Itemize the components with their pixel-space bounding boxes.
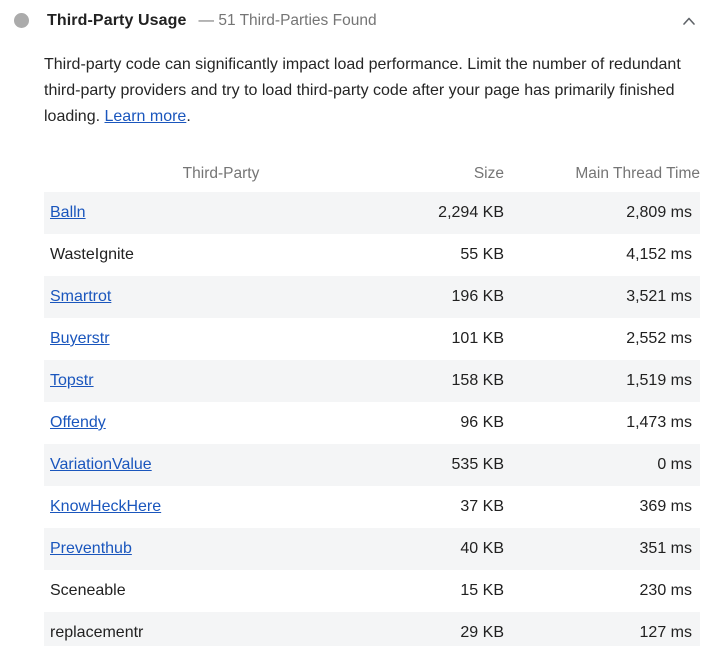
third-party-name: Sceneable [50,582,126,599]
chevron-up-icon[interactable] [682,16,696,26]
third-party-name: replacementr [50,624,144,641]
third-party-table-body: Balln 2,294 KB 2,809 ms WasteIgnite 55 KB 4,1… [44,192,700,646]
main-thread-time-cell: 1,519 ms [626,372,692,389]
main-thread-time-cell: 2,809 ms [626,204,692,221]
size-cell: 158 KB [451,372,504,389]
size-cell: 29 KB [460,624,504,641]
size-cell: 96 KB [460,414,504,431]
third-party-link[interactable]: KnowHeckHere [50,498,162,515]
table-row: WasteIgnite 55 KB 4,152 ms [44,234,700,276]
table-row: Balln 2,294 KB 2,809 ms [44,192,700,234]
audit-subtitle: — 51 Third-Parties Found [198,11,377,29]
main-thread-time-cell: 127 ms [639,624,692,641]
table-row: Offendy 96 KB 1,473 ms [44,402,700,444]
size-cell: 101 KB [451,330,504,347]
column-header-size: Size [473,165,504,182]
third-party-table: Third-Party Size Main Thread Time Balln 2… [44,156,700,646]
table-row: replacementr 29 KB 127 ms [44,612,700,646]
third-party-cell: Offendy [44,402,398,444]
third-party-cell: Preventhub [44,528,398,570]
third-party-link[interactable]: VariationValue [50,456,152,473]
table-row: Buyerstr 101 KB 2,552 ms [44,318,700,360]
main-thread-time-cell: 0 ms [657,456,692,473]
size-cell: 37 KB [460,498,504,515]
neutral-score-dot-icon [14,13,29,28]
main-thread-time-cell: 230 ms [639,582,692,599]
size-cell: 15 KB [460,582,504,599]
third-party-cell: KnowHeckHere [44,486,398,528]
size-cell: 55 KB [460,246,504,263]
main-thread-time-cell: 2,552 ms [626,330,692,347]
table-row: Topstr 158 KB 1,519 ms [44,360,700,402]
audit-header[interactable]: Third-Party Usage — 51 Third-Parties Fou… [0,0,728,32]
table-header-row: Third-Party Size Main Thread Time [44,156,700,192]
table-row: VariationValue 535 KB 0 ms [44,444,700,486]
main-thread-time-cell: 351 ms [639,540,692,557]
size-cell: 2,294 KB [438,204,504,221]
table-row: Smartrot 196 KB 3,521 ms [44,276,700,318]
main-thread-time-cell: 1,473 ms [626,414,692,431]
third-party-link[interactable]: Offendy [50,414,106,431]
main-thread-time-cell: 369 ms [639,498,692,515]
third-party-cell: Buyerstr [44,318,398,360]
audit-title: Third-Party Usage [47,11,187,29]
third-party-cell: Balln [44,192,398,234]
table-row: Preventhub 40 KB 351 ms [44,528,700,570]
column-header-third-party: Third-Party [182,165,260,182]
third-party-link[interactable]: Topstr [50,372,94,389]
third-party-link[interactable]: Preventhub [50,540,132,557]
table-row: Sceneable 15 KB 230 ms [44,570,700,612]
third-party-name: WasteIgnite [50,246,134,263]
third-party-cell: Sceneable [44,570,398,612]
third-party-link[interactable]: Smartrot [50,288,112,305]
third-party-cell: replacementr [44,612,398,646]
main-thread-time-cell: 4,152 ms [626,246,692,263]
third-party-link[interactable]: Buyerstr [50,330,110,347]
column-header-main-thread-time: Main Thread Time [575,165,700,182]
table-row: KnowHeckHere 37 KB 369 ms [44,486,700,528]
learn-more-link[interactable]: Learn more [104,108,187,125]
description-period: . [186,108,191,125]
size-cell: 535 KB [451,456,504,473]
description-text: Third-party code can significantly impac… [44,56,681,125]
audit-description: Third-party code can significantly impac… [44,52,690,130]
size-cell: 196 KB [451,288,504,305]
third-party-cell: Smartrot [44,276,398,318]
main-thread-time-cell: 3,521 ms [626,288,692,305]
third-party-cell: VariationValue [44,444,398,486]
third-party-cell: WasteIgnite [44,234,398,276]
third-party-cell: Topstr [44,360,398,402]
size-cell: 40 KB [460,540,504,557]
third-party-link[interactable]: Balln [50,204,86,221]
